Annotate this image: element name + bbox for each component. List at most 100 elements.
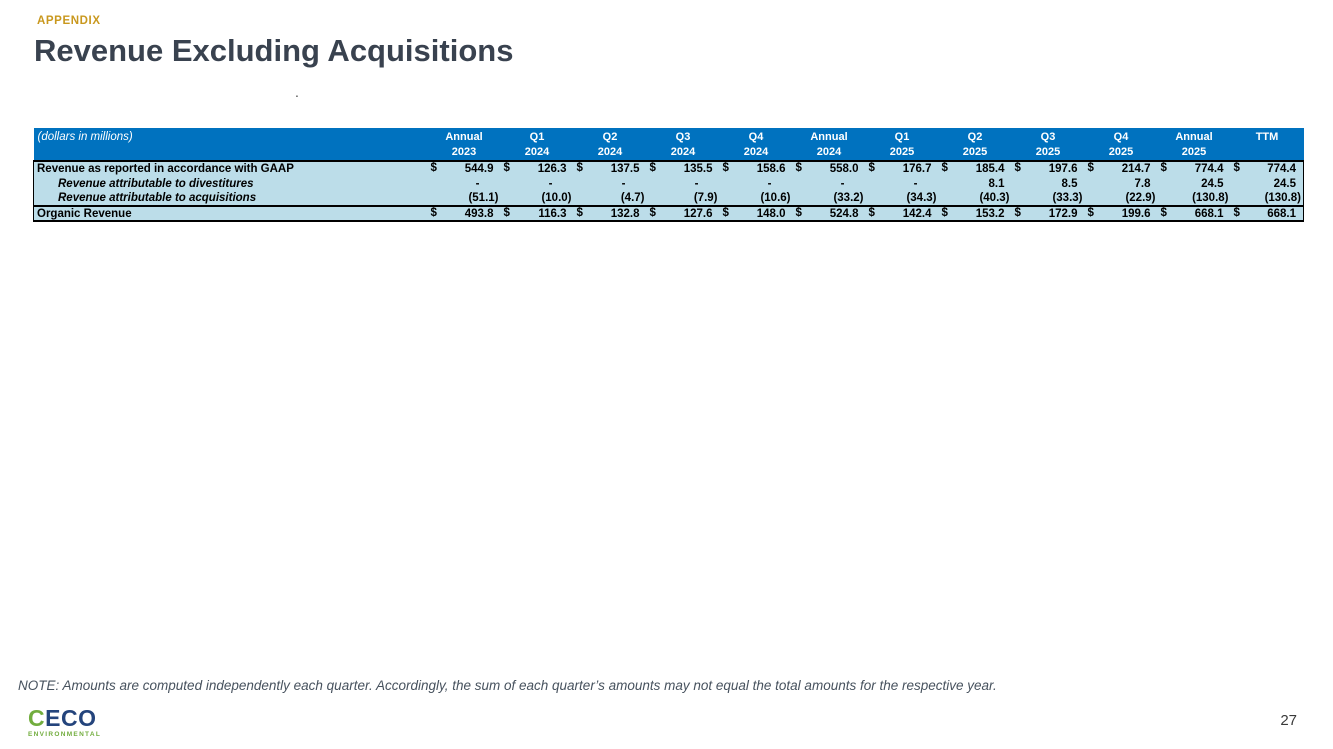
value-cell: $668.1 [1157, 205, 1231, 222]
dollar-sign: $ [576, 162, 583, 174]
column-header: Annual 2024 [792, 128, 866, 161]
column-header-line1: Q3 [1040, 131, 1056, 143]
stray-period-mark: . [295, 84, 299, 100]
cell-number: 148.0 [756, 207, 786, 220]
value-cell: (10.0) [500, 191, 574, 206]
value-cell: $132.8 [573, 205, 647, 222]
logo-wordmark: CECO [28, 707, 101, 730]
dollar-sign: $ [1160, 207, 1167, 219]
cell-number: - [475, 177, 480, 190]
cell-number: 142.4 [902, 207, 932, 220]
column-header-line1: Q1 [894, 131, 910, 143]
dollar-sign: $ [649, 207, 656, 219]
cell-number: 126.3 [537, 163, 567, 175]
dollar-sign: $ [1014, 207, 1021, 219]
cell-number: - [913, 177, 918, 190]
value-cell: $774.4 [1157, 160, 1231, 176]
value-cell: - [646, 176, 720, 191]
column-header-line2: 2025 [1035, 146, 1061, 158]
cell-number: (130.8) [1264, 192, 1301, 204]
value-cell: $176.7 [865, 160, 939, 176]
table-row: Revenue as reported in accordance with G… [33, 160, 1304, 176]
cell-number: - [767, 177, 772, 190]
value-cell: - [500, 176, 574, 191]
value-cell: (33.2) [792, 191, 866, 206]
value-cell: $199.6 [1084, 205, 1158, 222]
cell-number: (33.3) [1052, 192, 1083, 204]
dollar-sign: $ [795, 207, 802, 219]
column-header: Annual 2025 [1157, 128, 1231, 161]
value-cell: (40.3) [938, 191, 1012, 206]
column-header-line1: Annual [445, 131, 483, 143]
value-cell: $116.3 [500, 205, 574, 222]
cell-number: (4.7) [620, 192, 645, 204]
column-header-line2: 2024 [524, 146, 550, 158]
value-cell: $197.6 [1011, 160, 1085, 176]
cell-number: (51.1) [468, 192, 499, 204]
value-cell: $172.9 [1011, 205, 1085, 222]
column-header: Annual 2023 [427, 128, 501, 161]
column-header: Q2 2025 [938, 128, 1012, 161]
value-cell: (4.7) [573, 191, 647, 206]
cell-number: 558.0 [829, 163, 859, 175]
dollar-sign: $ [868, 207, 875, 219]
cell-number: (33.2) [833, 192, 864, 204]
value-cell: - [865, 176, 939, 191]
table-row: Revenue attributable to acquisitions (51.… [33, 191, 1304, 206]
value-cell: (51.1) [427, 191, 501, 206]
cell-number: 668.1 [1194, 207, 1224, 220]
cell-number: 668.1 [1267, 207, 1296, 220]
value-cell: $214.7 [1084, 160, 1158, 176]
value-cell: $544.9 [427, 160, 501, 176]
value-cell: - [719, 176, 793, 191]
value-cell: $148.0 [719, 205, 793, 222]
cell-number: 7.8 [1134, 177, 1151, 190]
value-cell: $558.0 [792, 160, 866, 176]
dollar-sign: $ [1087, 162, 1094, 174]
cell-number: 524.8 [829, 207, 859, 220]
cell-number: 132.8 [610, 207, 640, 220]
column-header-line1: Q4 [748, 131, 764, 143]
dollar-sign: $ [576, 207, 583, 219]
cell-number: (34.3) [906, 192, 937, 204]
dollar-sign: $ [941, 207, 948, 219]
cell-number: (40.3) [979, 192, 1010, 204]
column-header-line2: 2025 [1108, 146, 1134, 158]
value-cell: $158.6 [719, 160, 793, 176]
cell-number: - [548, 177, 553, 190]
cell-number: 8.5 [1061, 177, 1078, 190]
column-header-line2: 2025 [889, 146, 915, 158]
logo-subtitle: ENVIRONMENTAL [28, 731, 102, 738]
column-header: TTM [1230, 128, 1304, 161]
value-cell: $185.4 [938, 160, 1012, 176]
cell-number: 8.1 [988, 177, 1005, 190]
column-header-line2: 2025 [962, 146, 988, 158]
appendix-label: APPENDIX [37, 15, 101, 27]
value-cell: (130.8) [1157, 191, 1231, 206]
dollar-sign: $ [722, 207, 729, 219]
value-cell: $524.8 [792, 205, 866, 222]
cell-number: - [840, 177, 845, 190]
cell-number: 185.4 [975, 163, 1005, 175]
cell-number: 135.5 [683, 163, 713, 175]
cell-number: 214.7 [1121, 163, 1151, 175]
column-header: Q1 2025 [865, 128, 939, 161]
cell-number: 176.7 [902, 163, 932, 175]
dollar-sign: $ [1233, 207, 1240, 219]
cell-number: 24.5 [1273, 177, 1296, 190]
cell-number: 774.4 [1194, 163, 1224, 175]
dollar-sign: $ [1160, 162, 1167, 174]
dollar-sign: $ [795, 162, 802, 174]
value-cell: - [573, 176, 647, 191]
revenue-table: (dollars in millions) Annual 2023 Q1 2024 Q2… [33, 128, 1304, 222]
column-header-line1: Q3 [675, 131, 691, 143]
value-cell: 8.1 [938, 176, 1012, 191]
column-header-line1: Annual [810, 131, 848, 143]
cell-number: 127.6 [683, 207, 713, 220]
dollar-sign: $ [430, 207, 437, 219]
value-cell: (10.6) [719, 191, 793, 206]
row-label: Organic Revenue [33, 205, 428, 222]
column-header: Q2 2024 [573, 128, 647, 161]
value-cell: - [792, 176, 866, 191]
cell-number: 172.9 [1048, 207, 1078, 220]
